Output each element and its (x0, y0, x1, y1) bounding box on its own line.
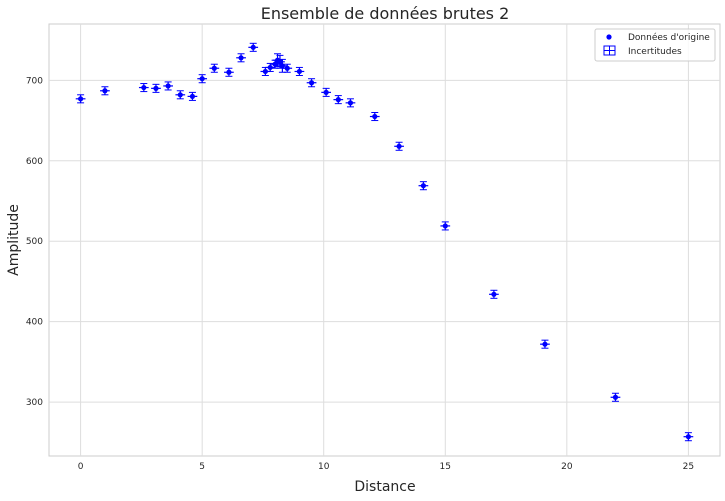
data-point (187, 91, 198, 101)
legend-label-original: Données d'origine (628, 32, 710, 43)
x-tick-label: 10 (318, 462, 330, 472)
legend-errorbar-marker (603, 45, 616, 56)
point-marker (189, 93, 196, 100)
data-point (540, 339, 550, 349)
data-point (394, 141, 404, 151)
data-point (277, 58, 288, 73)
point-marker (296, 68, 303, 75)
y-axis-ticks: 300 400 500 600 700 (26, 76, 43, 408)
point-marker (78, 96, 84, 102)
x-tick-label: 25 (683, 462, 694, 472)
plot-area (48, 23, 721, 457)
x-tick-label: 15 (440, 462, 451, 472)
point-marker (323, 89, 329, 95)
y-axis-title: Amplitude (6, 204, 22, 276)
point-marker (347, 100, 354, 106)
x-tick-label: 5 (199, 462, 205, 472)
data-point (224, 67, 234, 77)
data-point (236, 53, 246, 63)
point-marker (284, 65, 290, 71)
point-marker (420, 183, 426, 189)
point-marker (442, 223, 448, 229)
y-tick-label: 700 (26, 76, 43, 86)
point-marker (141, 84, 147, 91)
data-point (610, 392, 621, 402)
data-point (248, 42, 259, 52)
chart-title: Ensemble de données brutes 2 (261, 4, 510, 23)
data-point (163, 81, 173, 91)
legend: Données d'origine Incertitudes (594, 28, 716, 62)
point-marker (238, 55, 244, 61)
point-marker (102, 88, 108, 94)
data-point (209, 63, 220, 73)
data-point (175, 90, 186, 100)
point-marker (262, 68, 268, 75)
y-tick-label: 300 (26, 398, 43, 408)
data-point (100, 86, 110, 96)
point-marker (542, 341, 548, 347)
point-marker (272, 61, 278, 67)
data-point (151, 83, 161, 93)
data-point (265, 62, 276, 72)
point-marker (153, 85, 159, 91)
point-marker (277, 59, 283, 65)
point-marker (685, 434, 691, 440)
legend-box (594, 28, 716, 62)
legend-dot-marker (606, 34, 612, 40)
point-marker (491, 291, 497, 297)
y-tick-label: 600 (26, 157, 43, 167)
data-point (306, 78, 317, 88)
point-marker (396, 143, 402, 149)
x-axis-title: Distance (354, 479, 415, 495)
point-marker (199, 76, 205, 82)
point-marker (165, 83, 171, 89)
point-marker (279, 63, 285, 69)
point-marker (308, 80, 315, 86)
point-marker (612, 394, 619, 400)
point-marker (372, 113, 378, 120)
point-marker (335, 97, 341, 103)
data-point (440, 221, 451, 231)
point-marker (267, 64, 273, 71)
point-marker (226, 69, 232, 75)
data-point (294, 66, 305, 76)
legend-label-uncertainties: Incertitudes (628, 47, 682, 57)
data-point (333, 95, 344, 105)
data-points (75, 42, 694, 442)
y-tick-label: 500 (26, 237, 43, 247)
point-marker (177, 92, 183, 98)
data-point (683, 432, 694, 442)
x-tick-label: 0 (78, 462, 84, 472)
data-point (369, 111, 380, 122)
data-point (345, 98, 356, 108)
data-point (75, 94, 86, 104)
data-point (138, 83, 149, 93)
x-tick-label: 20 (561, 462, 573, 472)
point-marker (211, 65, 217, 71)
point-marker (250, 44, 256, 50)
data-point (489, 289, 499, 299)
data-point (418, 181, 429, 191)
data-point (321, 87, 332, 97)
data-point (282, 63, 293, 73)
x-axis-ticks: 0 5 10 15 20 25 (78, 462, 694, 472)
data-point (197, 74, 208, 84)
y-tick-label: 400 (26, 318, 43, 328)
